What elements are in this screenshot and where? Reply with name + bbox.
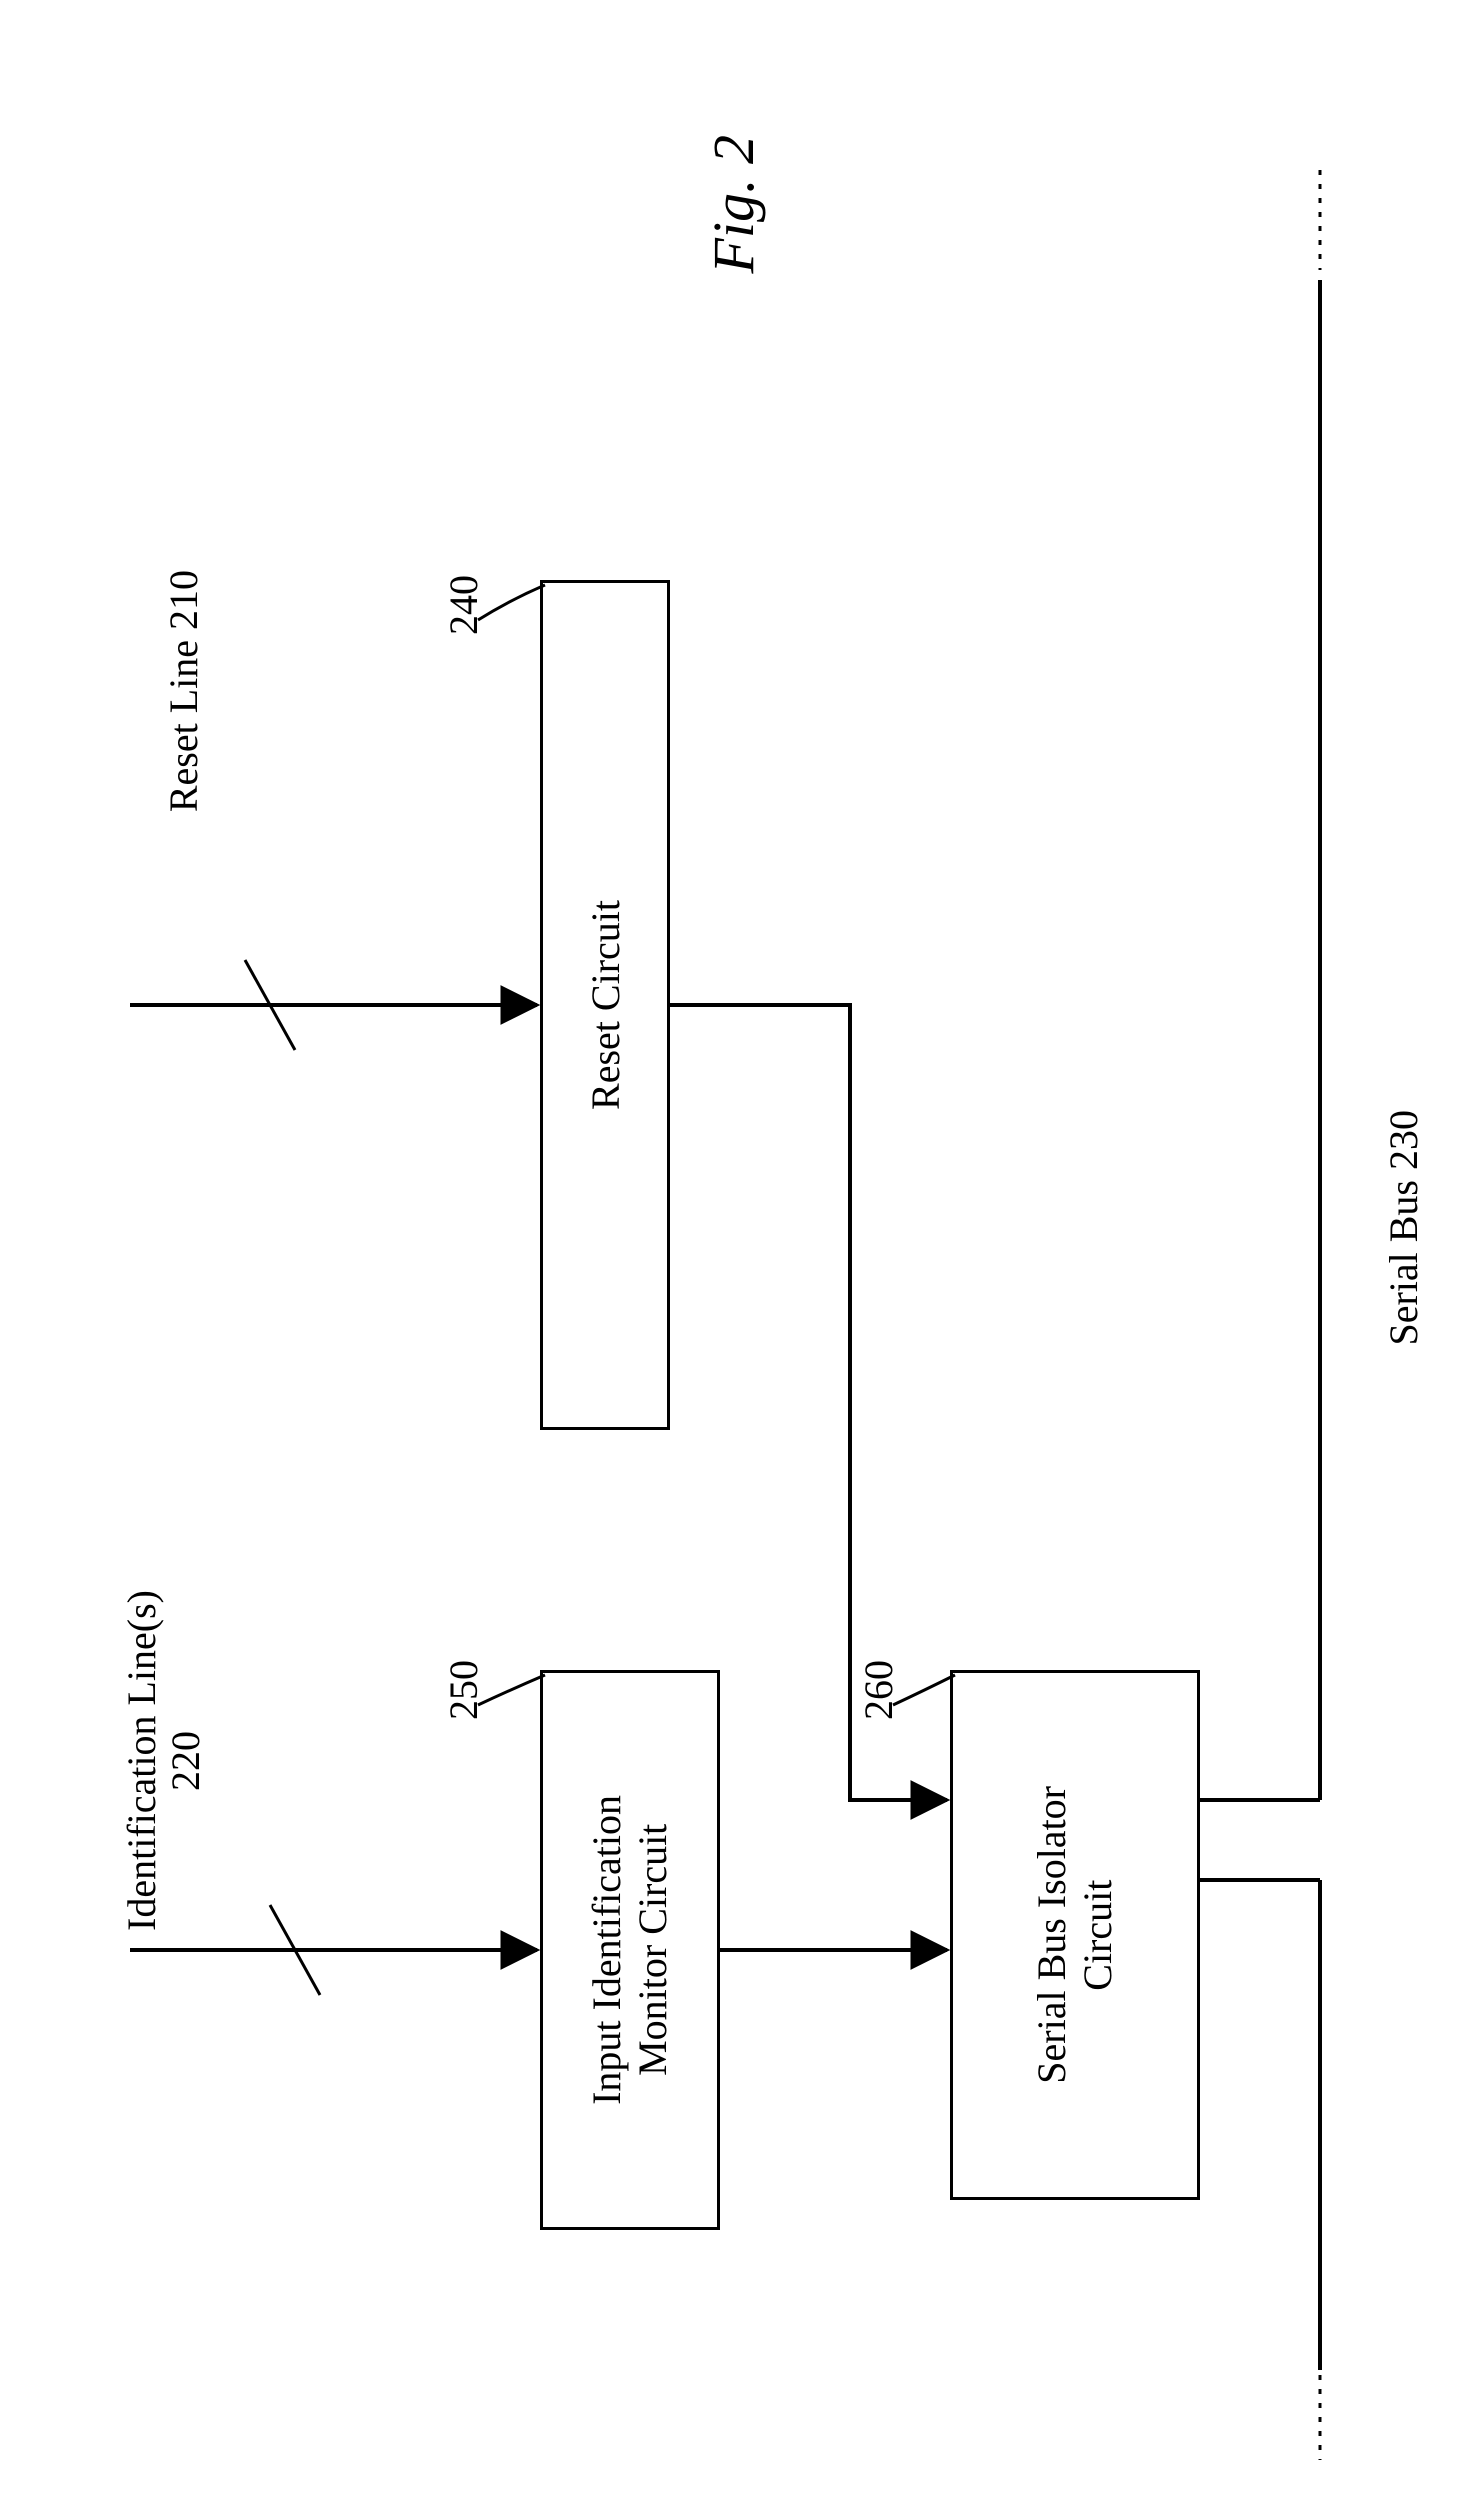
connectors-svg — [0, 0, 1483, 2500]
ref-240: 240 — [440, 575, 487, 635]
figure-canvas: Fig. 2 Reset Circuit Input Identificatio… — [0, 0, 1483, 2500]
node-input-id-monitor: Input Identification Monitor Circuit — [540, 1670, 720, 2230]
figure-title: Fig. 2 — [700, 135, 767, 274]
ref-260: 260 — [855, 1660, 902, 1720]
node-reset-circuit-label: Reset Circuit — [582, 900, 629, 1110]
leader-250 — [478, 1675, 545, 1705]
serial-bus-label: Serial Bus 230 — [1380, 1110, 1427, 1346]
leader-240 — [478, 585, 545, 620]
leader-260 — [893, 1675, 955, 1705]
node-bus-isolator-label: Serial Bus Isolator Circuit — [1029, 1786, 1121, 2084]
ref-250: 250 — [440, 1660, 487, 1720]
leader-210 — [245, 960, 295, 1050]
leader-220 — [270, 1905, 320, 1995]
node-input-id-monitor-label: Input Identification Monitor Circuit — [584, 1795, 676, 2105]
reset-line-label: Reset Line 210 — [160, 570, 207, 812]
node-reset-circuit: Reset Circuit — [540, 580, 670, 1430]
node-bus-isolator: Serial Bus Isolator Circuit — [950, 1670, 1200, 2200]
ident-line-label: Identification Line(s) 220 — [120, 1590, 208, 1931]
